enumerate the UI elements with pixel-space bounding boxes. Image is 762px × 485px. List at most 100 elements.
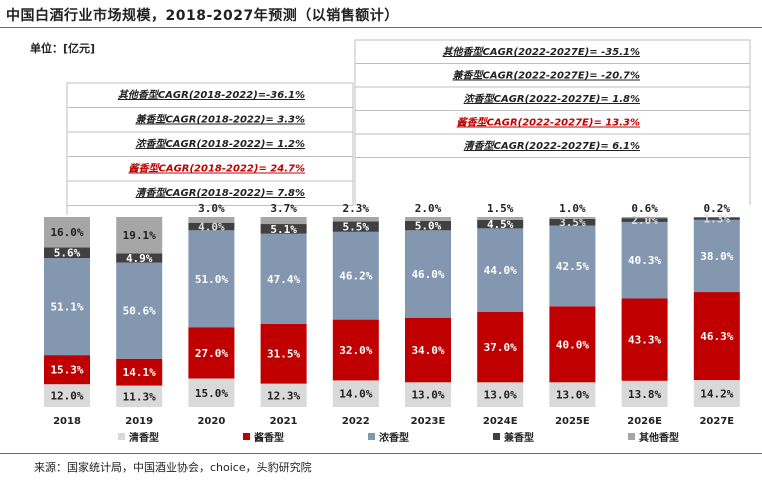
data-label-qingxiang-2025E: 13.0% bbox=[556, 389, 589, 402]
bar-nongxiang-2027E bbox=[693, 219, 740, 293]
cagr-forecast-0: 其他香型CAGR(2022-2027E)= -35.1% bbox=[443, 46, 640, 58]
x-tick-2018: 2018 bbox=[53, 416, 81, 427]
cagr-annotations: 其他香型CAGR(2018-2022)=-36.1% 兼香型CAGR(2018-2… bbox=[66, 39, 751, 215]
bar-qingxiang-2025E bbox=[549, 382, 596, 407]
data-label-jianxiang-2024E: 4.5% bbox=[487, 218, 514, 231]
data-label-other-2024E: 1.5% bbox=[487, 202, 514, 215]
cagr-forecast-2: 浓香型CAGR(2022-2027E)= 1.8% bbox=[464, 93, 640, 105]
bar-jiangxiang-2018 bbox=[44, 355, 90, 385]
data-label-jiangxiang-2021: 31.5% bbox=[267, 348, 300, 361]
bar-nongxiang-2022 bbox=[332, 231, 379, 320]
cagr-forecast-4: 清香型CAGR(2022-2027E)= 6.1% bbox=[464, 140, 640, 152]
data-label-nongxiang-2020: 51.0% bbox=[195, 273, 228, 286]
bar-jiangxiang-2022 bbox=[332, 319, 379, 381]
x-tick-2027E: 2027E bbox=[699, 416, 734, 427]
legend-swatch-qingxiang bbox=[118, 433, 125, 440]
bar-jiangxiang-2026E bbox=[621, 298, 668, 381]
data-label-nongxiang-2018: 51.1% bbox=[50, 301, 83, 314]
bar-jianxiang-2023E bbox=[405, 220, 451, 231]
bar-other-2026E bbox=[621, 217, 668, 219]
x-tick-2019: 2019 bbox=[125, 416, 153, 427]
bar-other-2022 bbox=[332, 217, 379, 222]
legend-label-jiangxiang: 酱香型 bbox=[254, 431, 284, 444]
bar-qingxiang-2023E bbox=[405, 382, 451, 407]
legend-swatch-jianxiang bbox=[493, 433, 500, 440]
data-label-qingxiang-2023E: 13.0% bbox=[411, 389, 444, 402]
bar-qingxiang-2018 bbox=[44, 384, 90, 407]
cagr-forecast-1: 兼香型CAGR(2022-2027E)= -20.7% bbox=[453, 70, 640, 82]
data-label-qingxiang-2018: 12.0% bbox=[50, 390, 83, 403]
cagr-box-forecast bbox=[354, 39, 751, 158]
data-label-jiangxiang-2020: 27.0% bbox=[195, 347, 228, 360]
legend-swatch-other bbox=[628, 433, 635, 440]
stacked-bar-chart: 其他香型CAGR(2018-2022)=-36.1% 兼香型CAGR(2018-2… bbox=[44, 39, 751, 444]
x-tick-2024E: 2024E bbox=[483, 416, 518, 427]
cagr-historical-0: 其他香型CAGR(2018-2022)=-36.1% bbox=[118, 89, 305, 101]
data-label-other-2027E: 0.2% bbox=[704, 202, 731, 215]
data-label-qingxiang-2027E: 14.2% bbox=[700, 388, 733, 401]
x-tick-2025E: 2025E bbox=[555, 416, 590, 427]
data-label-jiangxiang-2026E: 43.3% bbox=[628, 334, 661, 347]
data-label-jiangxiang-2027E: 46.3% bbox=[700, 330, 733, 343]
bar-jianxiang-2020 bbox=[188, 222, 235, 231]
source-note: 来源：国家统计局，中国酒业协会，choice，头豹研究院 bbox=[34, 461, 312, 474]
data-label-nongxiang-2027E: 38.0% bbox=[700, 250, 733, 263]
legend-swatch-jiangxiang bbox=[243, 433, 250, 440]
data-label-jiangxiang-2018: 15.3% bbox=[50, 364, 83, 377]
data-label-jianxiang-2026E: 2.0% bbox=[631, 214, 658, 227]
data-label-qingxiang-2021: 12.3% bbox=[267, 389, 300, 402]
data-label-jiangxiang-2025E: 40.0% bbox=[556, 338, 589, 351]
x-tick-2022: 2022 bbox=[342, 416, 370, 427]
bar-jiangxiang-2025E bbox=[549, 306, 596, 383]
bar-other-2019 bbox=[116, 217, 163, 254]
bar-jianxiang-2027E bbox=[693, 217, 740, 220]
data-label-qingxiang-2024E: 13.0% bbox=[484, 389, 517, 402]
bar-nongxiang-2018 bbox=[44, 258, 90, 356]
data-label-other-2020: 3.0% bbox=[198, 202, 225, 215]
x-tick-2026E: 2026E bbox=[627, 416, 662, 427]
data-label-qingxiang-2020: 15.0% bbox=[195, 387, 228, 400]
title-divider bbox=[0, 27, 762, 28]
chart-title: 中国白酒行业市场规模，2018-2027年预测（以销售额计） bbox=[6, 8, 399, 24]
bar-qingxiang-2026E bbox=[621, 380, 668, 407]
data-label-nongxiang-2021: 47.4% bbox=[267, 273, 300, 286]
bar-jianxiang-2022 bbox=[332, 221, 379, 232]
bar-jianxiang-2018 bbox=[44, 247, 90, 259]
data-label-other-2023E: 2.0% bbox=[415, 202, 442, 215]
bar-nongxiang-2023E bbox=[405, 230, 451, 318]
bar-nongxiang-2024E bbox=[477, 228, 524, 312]
x-axis-ticks: 2018 2019 2020 2021 2022 2023E 2024E 2025E 2026E… bbox=[53, 416, 734, 427]
bar-jiangxiang-2024E bbox=[477, 312, 524, 383]
bar-jiangxiang-2021 bbox=[260, 323, 307, 384]
bar-group: 12.0% 15.3% 51.1% 5.6% 16.0% 11.3% 14.1% 50.6% 4… bbox=[44, 202, 740, 407]
data-label-jianxiang-2021: 5.1% bbox=[270, 223, 297, 236]
bar-jianxiang-2026E bbox=[621, 218, 668, 222]
bar-qingxiang-2021 bbox=[260, 383, 307, 407]
cagr-historical-4: 清香型CAGR(2018-2022)= 7.8% bbox=[135, 187, 305, 199]
bar-nongxiang-2020 bbox=[188, 230, 235, 328]
legend-label-nongxiang: 浓香型 bbox=[379, 431, 409, 444]
legend-label-qingxiang: 清香型 bbox=[129, 431, 159, 444]
legend-label-jianxiang: 兼香型 bbox=[504, 431, 534, 444]
data-label-other-2022: 2.3% bbox=[343, 202, 370, 215]
bar-nongxiang-2026E bbox=[621, 221, 668, 299]
bar-other-2024E bbox=[477, 217, 524, 220]
data-label-qingxiang-2026E: 13.8% bbox=[628, 388, 661, 401]
data-label-jianxiang-2022: 5.5% bbox=[343, 221, 370, 234]
bar-qingxiang-2024E bbox=[477, 382, 524, 407]
data-label-other-2025E: 1.0% bbox=[559, 202, 586, 215]
bar-jiangxiang-2023E bbox=[405, 317, 451, 383]
data-label-nongxiang-2024E: 44.0% bbox=[484, 264, 517, 277]
bar-nongxiang-2021 bbox=[260, 233, 307, 324]
data-label-other-2021: 3.7% bbox=[270, 202, 297, 215]
data-label-jiangxiang-2022: 32.0% bbox=[339, 344, 372, 357]
bar-nongxiang-2025E bbox=[549, 225, 596, 307]
cagr-historical-3: 酱香型CAGR(2018-2022)= 24.7% bbox=[129, 163, 306, 175]
data-label-other-2026E: 0.6% bbox=[631, 202, 658, 215]
bar-qingxiang-2020 bbox=[188, 378, 235, 407]
data-label-jiangxiang-2023E: 34.0% bbox=[411, 344, 444, 357]
cagr-historical-1: 兼香型CAGR(2018-2022)= 3.3% bbox=[135, 114, 305, 126]
data-label-jianxiang-2025E: 3.5% bbox=[559, 216, 586, 229]
bar-other-2021 bbox=[260, 217, 307, 225]
bar-jianxiang-2025E bbox=[549, 218, 596, 226]
